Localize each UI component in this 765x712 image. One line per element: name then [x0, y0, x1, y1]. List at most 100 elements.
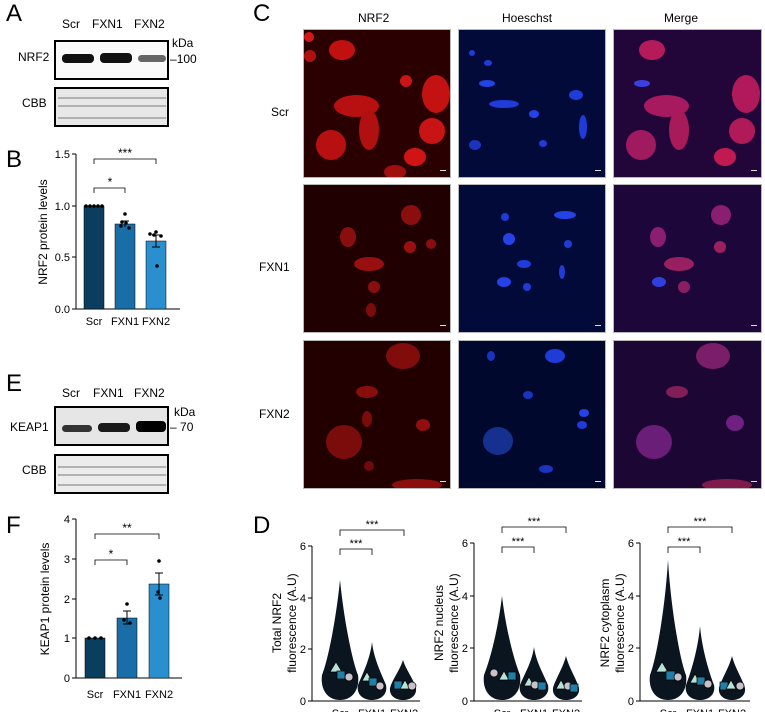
- band-fxn2: [136, 421, 166, 432]
- panel-letter-c: C: [253, 0, 271, 27]
- row-label-fxn1: FXN1: [259, 260, 290, 274]
- replicate-means: [329, 661, 417, 691]
- swarm-fxn1: [357, 642, 387, 700]
- x-tick: FXN2: [142, 316, 170, 328]
- sig-label-fxn1: *: [108, 175, 113, 189]
- y-tick: 6: [628, 538, 634, 550]
- x-tick: FXN2: [718, 708, 746, 712]
- y-tick: 3: [64, 554, 70, 566]
- swarm-fxn2: [718, 656, 746, 700]
- band-fxn1: [98, 423, 130, 432]
- y-tick: 6: [462, 538, 468, 550]
- x-tick: Scr: [332, 708, 349, 712]
- lane-label-fxn2: FXN2: [134, 17, 165, 31]
- band-fxn1: [100, 53, 132, 63]
- cbb-band: [58, 484, 166, 486]
- replicate-means: [655, 661, 745, 691]
- marker-value: 100: [176, 52, 197, 66]
- nrf2-blot: [54, 40, 169, 80]
- cbb-blot-e: [54, 454, 169, 494]
- y-ticks: 6 4 2 0: [300, 541, 312, 708]
- panel-letter-a: A: [6, 0, 23, 27]
- sig-label: ***: [512, 536, 526, 548]
- y-tick: 4: [64, 514, 70, 526]
- y-axis-label: NRF2 nucleusfluorescence (A.U): [432, 573, 461, 672]
- y-axis-label: NRF2 protein levels: [36, 179, 50, 284]
- x-tick: FXN1: [686, 708, 714, 712]
- y-tick: 0: [462, 696, 468, 708]
- significance-brackets: [339, 529, 405, 555]
- y-tick: 1: [64, 633, 70, 645]
- x-tick: Scr: [494, 708, 511, 712]
- y-tick: 0: [628, 696, 634, 708]
- y-tick: 4: [628, 591, 634, 603]
- sig-label: ***: [678, 536, 692, 548]
- data-points: [84, 204, 163, 268]
- marker-70: – 70: [170, 420, 194, 434]
- panel-letter-b: B: [6, 146, 23, 173]
- lane-label-fxn2: FXN2: [134, 386, 165, 400]
- y-axis-label: NRF2 cytoplasmfluorescence (A.U): [598, 573, 627, 672]
- y-tick: 2: [462, 643, 468, 655]
- x-tick: FXN1: [358, 708, 386, 712]
- band-fxn2: [138, 55, 166, 62]
- column-header-merge: Merge: [664, 11, 699, 25]
- chart-d-cytoplasm: 6 4 2 0 NRF2 cytoplasmfluorescence (A.U)…: [598, 516, 750, 712]
- swarm-fxn2: [389, 660, 417, 700]
- row-label-scr: Scr: [271, 105, 289, 119]
- bar-scr: [84, 637, 106, 679]
- x-tick: Scr: [86, 316, 103, 328]
- y-tick: 6: [300, 541, 306, 553]
- chart-b: 1.5 1.0 0.5 0.0 NRF2 protein levels *** …: [36, 146, 180, 328]
- chart-d-total: 6 4 2 0 Total NRF2fluorescence (A.U) ***…: [270, 519, 420, 712]
- sig-label: ***: [528, 516, 542, 528]
- x-tick-labels: Scr FXN1 FXN2: [86, 316, 170, 328]
- significance-brackets: [93, 158, 157, 193]
- sig-label: ***: [350, 538, 364, 550]
- x-tick: Scr: [87, 689, 104, 701]
- y-ticks: 6 4 2 0: [628, 538, 640, 708]
- chart-d-nucleus: 6 4 2 0 NRF2 nucleusfluorescence (A.U) *…: [432, 516, 582, 712]
- y-ticks: 6 4 2 0: [462, 538, 474, 708]
- y-tick: 0: [300, 696, 306, 708]
- swarm-scr: [483, 596, 521, 700]
- sig-label-fxn2: **: [122, 521, 132, 535]
- x-tick: FXN2: [390, 708, 418, 712]
- image-fxn1-hoechst: [458, 184, 606, 333]
- keap1-blot: [54, 406, 169, 446]
- sig-label-fxn1: *: [109, 547, 114, 561]
- swarm-fxn2: [552, 656, 580, 700]
- y-tick: 2: [628, 643, 634, 655]
- lane-label-fxn1: FXN1: [93, 386, 124, 400]
- y-tick: 1.0: [55, 201, 70, 213]
- image-fxn1-nrf2: [303, 184, 451, 333]
- cbb-band: [58, 474, 166, 476]
- x-tick: FXN2: [552, 708, 580, 712]
- lane-label-fxn1: FXN1: [92, 17, 123, 31]
- kda-label: kDa: [172, 36, 194, 50]
- x-tick-labels: Scr FXN1 FXN2: [660, 708, 746, 712]
- y-axis-label: KEAP1 protein levels: [38, 543, 52, 656]
- bar-fxn1: [114, 223, 136, 310]
- bar-fxn1: [116, 617, 138, 679]
- cbb-band: [58, 97, 166, 99]
- row-label-fxn2: FXN2: [259, 407, 290, 421]
- image-fxn2-merge: [613, 340, 762, 489]
- swarm-fxn1: [685, 626, 715, 700]
- y-tick: 1.5: [55, 149, 70, 161]
- sig-label-fxn2: ***: [118, 146, 132, 160]
- bar-fxn2: [145, 240, 167, 310]
- loading-label-cbb: CBB: [22, 96, 47, 110]
- y-ticks: 1.5 1.0 0.5 0.0: [55, 149, 76, 316]
- x-tick-labels: Scr FXN1 FXN2: [494, 708, 580, 712]
- y-tick: 4: [300, 593, 306, 605]
- y-axis-label: Total NRF2fluorescence (A.U): [270, 573, 299, 672]
- cbb-band: [58, 117, 166, 119]
- loading-label-cbb: CBB: [22, 463, 47, 477]
- swarm-scr: [321, 580, 359, 700]
- x-tick: FXN2: [145, 689, 173, 701]
- panel-letter-e: E: [6, 370, 23, 397]
- column-header-nrf2: NRF2: [358, 11, 390, 25]
- y-tick: 0.0: [55, 304, 70, 316]
- x-tick: FXN1: [113, 689, 141, 701]
